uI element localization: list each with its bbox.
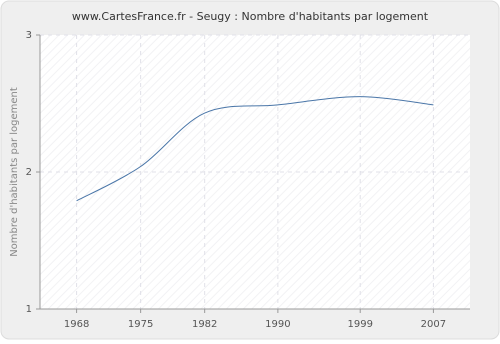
plot-area <box>40 35 470 309</box>
y-tick-label: 3 <box>26 30 32 41</box>
x-tick-label: 1990 <box>265 319 290 330</box>
y-axis-label: Nombre d'habitants par logement <box>9 87 20 257</box>
x-tick-label: 1999 <box>347 319 372 330</box>
x-tick-label: 2007 <box>421 319 446 330</box>
data-line <box>76 96 434 202</box>
y-tick-label: 1 <box>26 304 32 315</box>
chart-title: www.CartesFrance.fr - Seugy : Nombre d'h… <box>72 10 429 23</box>
y-tick-label: 2 <box>26 167 32 178</box>
x-tick-label: 1982 <box>192 319 217 330</box>
x-tick-label: 1968 <box>64 319 89 330</box>
x-tick-label: 1975 <box>128 319 153 330</box>
